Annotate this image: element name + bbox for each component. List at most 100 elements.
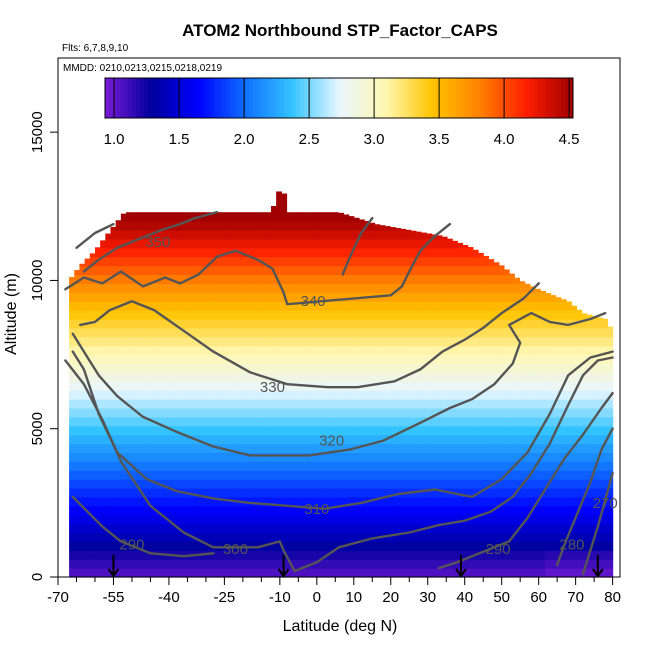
- heatmap-cell: [131, 265, 137, 276]
- heatmap-cell: [431, 514, 438, 525]
- heatmap-cell: [338, 461, 345, 471]
- heatmap-cell: [302, 443, 308, 454]
- heatmap-cell: [586, 452, 593, 462]
- heatmap-cell: [245, 230, 251, 240]
- colorbar-segment: [311, 78, 317, 118]
- heatmap-cell: [431, 505, 438, 516]
- heatmap-cell: [291, 496, 298, 507]
- heatmap-cell: [219, 523, 225, 534]
- heatmap-cell: [348, 550, 355, 560]
- y-tick-label: 15000: [29, 111, 46, 153]
- heatmap-cell: [69, 541, 75, 551]
- heatmap-cell: [586, 390, 593, 400]
- heatmap-cell: [333, 399, 339, 409]
- heatmap-cell: [239, 514, 246, 525]
- heatmap-cell: [446, 310, 453, 320]
- heatmap-cell: [162, 372, 169, 382]
- heatmap-cell: [338, 523, 345, 534]
- heatmap-cell: [302, 550, 308, 560]
- heatmap-cell: [462, 310, 469, 320]
- heatmap-cell: [157, 523, 163, 534]
- heatmap-cell: [566, 390, 572, 400]
- heatmap-cell: [265, 283, 272, 293]
- heatmap-cell: [193, 247, 200, 258]
- heatmap-cell: [182, 532, 189, 543]
- heatmap-cell: [426, 488, 433, 498]
- heatmap-cell: [234, 256, 241, 267]
- heatmap-cell: [208, 221, 215, 231]
- heatmap-cell: [172, 541, 179, 551]
- heatmap-cell: [467, 496, 474, 507]
- heatmap-cell: [302, 479, 308, 489]
- heatmap-cell: [79, 452, 86, 462]
- heatmap-cell: [276, 514, 282, 525]
- heatmap-cell: [333, 354, 339, 365]
- heatmap-cell: [410, 238, 417, 249]
- heatmap-cell: [436, 496, 443, 507]
- heatmap-cell: [136, 541, 143, 551]
- heatmap-cell: [472, 461, 479, 471]
- heatmap-cell: [286, 461, 293, 471]
- heatmap-cell: [203, 372, 210, 382]
- colorbar-segment: [366, 78, 371, 118]
- heatmap-cell: [353, 310, 360, 320]
- heatmap-cell: [167, 345, 174, 356]
- heatmap-cell: [327, 416, 334, 427]
- heatmap-cell: [415, 274, 422, 284]
- heatmap-cell: [503, 452, 510, 462]
- heatmap-cell: [105, 505, 112, 516]
- heatmap-cell: [421, 399, 427, 409]
- colorbar-segment: [565, 78, 570, 118]
- heatmap-cell: [151, 559, 158, 569]
- heatmap-cell: [120, 274, 127, 284]
- heatmap-cell: [514, 568, 521, 578]
- heatmap-cell: [219, 470, 225, 480]
- heatmap-cell: [296, 568, 303, 578]
- heatmap-cell: [534, 318, 541, 329]
- heatmap-cell: [229, 532, 236, 543]
- heatmap-cell: [571, 461, 577, 471]
- heatmap-cell: [260, 336, 267, 347]
- heatmap-cell: [560, 299, 567, 302]
- heatmap-cell: [524, 301, 531, 311]
- heatmap-cell: [524, 354, 531, 365]
- heatmap-cell: [105, 399, 112, 409]
- heatmap-cell: [452, 523, 458, 534]
- heatmap-cell: [224, 327, 231, 338]
- heatmap-cell: [333, 212, 339, 222]
- heatmap-cell: [415, 256, 422, 267]
- heatmap-cell: [312, 461, 319, 471]
- colorbar-tick-label: 1.5: [169, 131, 190, 148]
- heatmap-cell: [172, 390, 179, 400]
- heatmap-cell: [534, 479, 541, 489]
- heatmap-cell: [136, 372, 143, 382]
- heatmap-cell: [534, 568, 541, 578]
- heatmap-cell: [379, 381, 386, 391]
- heatmap-cell: [229, 559, 236, 569]
- heatmap-cell: [431, 247, 438, 258]
- heatmap-cell: [198, 336, 205, 347]
- heatmap-cell: [219, 292, 225, 302]
- heatmap-cell: [343, 327, 350, 338]
- heatmap-cell: [503, 434, 510, 445]
- heatmap-cell: [602, 434, 609, 445]
- heatmap-cell: [177, 372, 184, 382]
- heatmap-cell: [250, 327, 257, 338]
- heatmap-cell: [333, 301, 339, 311]
- heatmap-cell: [141, 336, 148, 347]
- heatmap-cell: [576, 399, 583, 409]
- heatmap-cell: [421, 461, 427, 471]
- heatmap-cell: [89, 425, 96, 436]
- heatmap-cell: [157, 292, 163, 302]
- heatmap-cell: [519, 550, 526, 560]
- heatmap-cell: [452, 532, 458, 543]
- heatmap-cell: [74, 461, 81, 471]
- heatmap-cell: [312, 390, 319, 400]
- heatmap-cell: [348, 318, 355, 329]
- heatmap-cell: [265, 354, 272, 365]
- heatmap-cell: [364, 221, 370, 222]
- heatmap-cell: [286, 470, 293, 480]
- heatmap-cell: [390, 283, 396, 293]
- heatmap-cell: [296, 310, 303, 320]
- heatmap-cell: [576, 470, 583, 480]
